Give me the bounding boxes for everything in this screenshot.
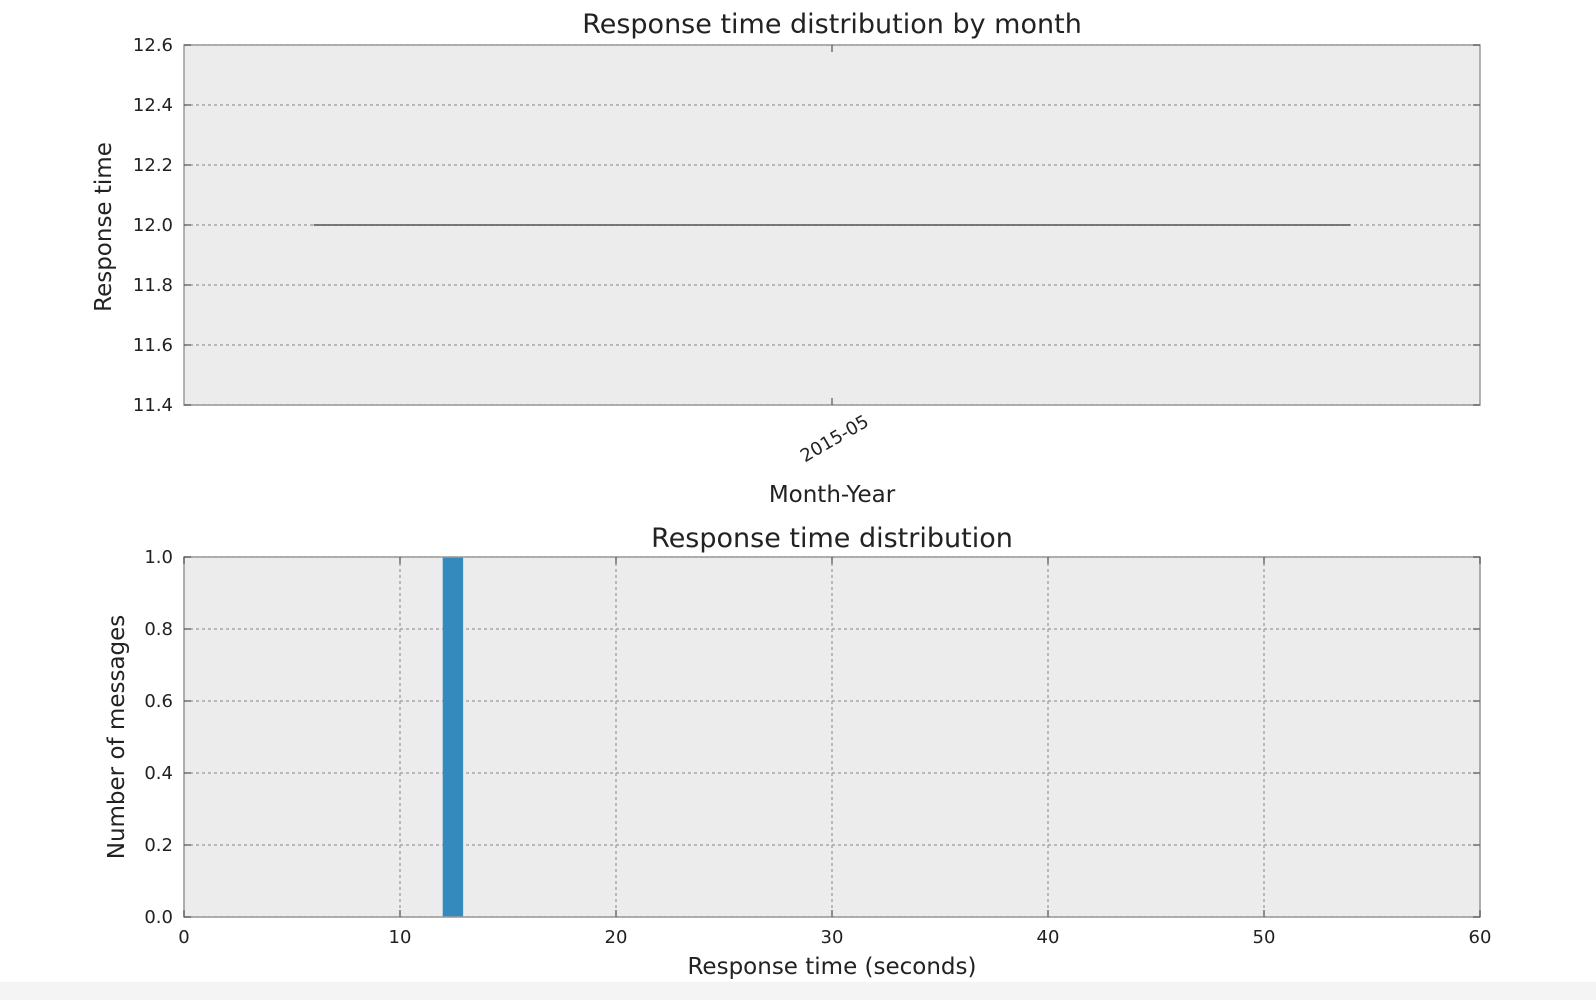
- bottom-x-tick-label: 0: [178, 927, 189, 948]
- top-y-tick-label: 12.0: [133, 215, 173, 236]
- top-y-tick-label: 11.4: [133, 395, 173, 416]
- top-y-axis-label: Response time: [91, 142, 117, 312]
- top-y-tick-label: 12.4: [133, 95, 173, 116]
- bottom-x-tick-label: 50: [1253, 927, 1276, 948]
- bottom-x-tick-label: 40: [1037, 927, 1060, 948]
- bottom-y-tick-label: 0.4: [144, 763, 173, 784]
- bottom-chart-title: Response time distribution: [651, 523, 1013, 554]
- bottom-y-tick-label: 1.0: [144, 547, 173, 568]
- bottom-y-ticks: 1.0 0.8 0.6 0.4 0.2 0.0: [144, 547, 1480, 928]
- bottom-y-tick-label: 0.8: [144, 619, 173, 640]
- bottom-y-tick-label: 0.0: [144, 907, 173, 928]
- bottom-y-tick-label: 0.2: [144, 835, 173, 856]
- bottom-y-axis-label: Number of messages: [104, 615, 130, 860]
- bottom-x-axis-label: Response time (seconds): [687, 954, 976, 980]
- bottom-edge-shade: [0, 982, 1596, 1000]
- bottom-x-tick-label: 60: [1469, 927, 1492, 948]
- top-y-tick-label: 11.6: [133, 335, 173, 356]
- bottom-panel: 1.0 0.8 0.6 0.4 0.2 0.0 0 10 20 30 40 50 60 Respons…: [104, 523, 1491, 980]
- bottom-x-tick-label: 30: [821, 927, 844, 948]
- bottom-bars: [442, 556, 464, 918]
- top-y-ticks: 12.6 12.4 12.2 12.0 11.8 11.6 11.4: [133, 35, 1480, 416]
- top-y-tick-label: 12.2: [133, 155, 173, 176]
- histogram-bar: [442, 556, 464, 918]
- top-y-tick-label: 12.6: [133, 35, 173, 56]
- bottom-x-tick-label: 20: [605, 927, 628, 948]
- top-chart-title: Response time distribution by month: [582, 9, 1082, 40]
- top-panel: 12.612.412.212.011.811.611.4 2015-05 Res…: [91, 9, 1481, 508]
- bottom-x-ticks: 0 10 20 30 40 50 60: [178, 557, 1491, 948]
- top-y-tick-label: 11.8: [133, 275, 173, 296]
- bottom-y-tick-label: 0.6: [144, 691, 173, 712]
- top-x-axis-label: Month-Year: [769, 482, 896, 508]
- bottom-x-tick-label: 10: [389, 927, 412, 948]
